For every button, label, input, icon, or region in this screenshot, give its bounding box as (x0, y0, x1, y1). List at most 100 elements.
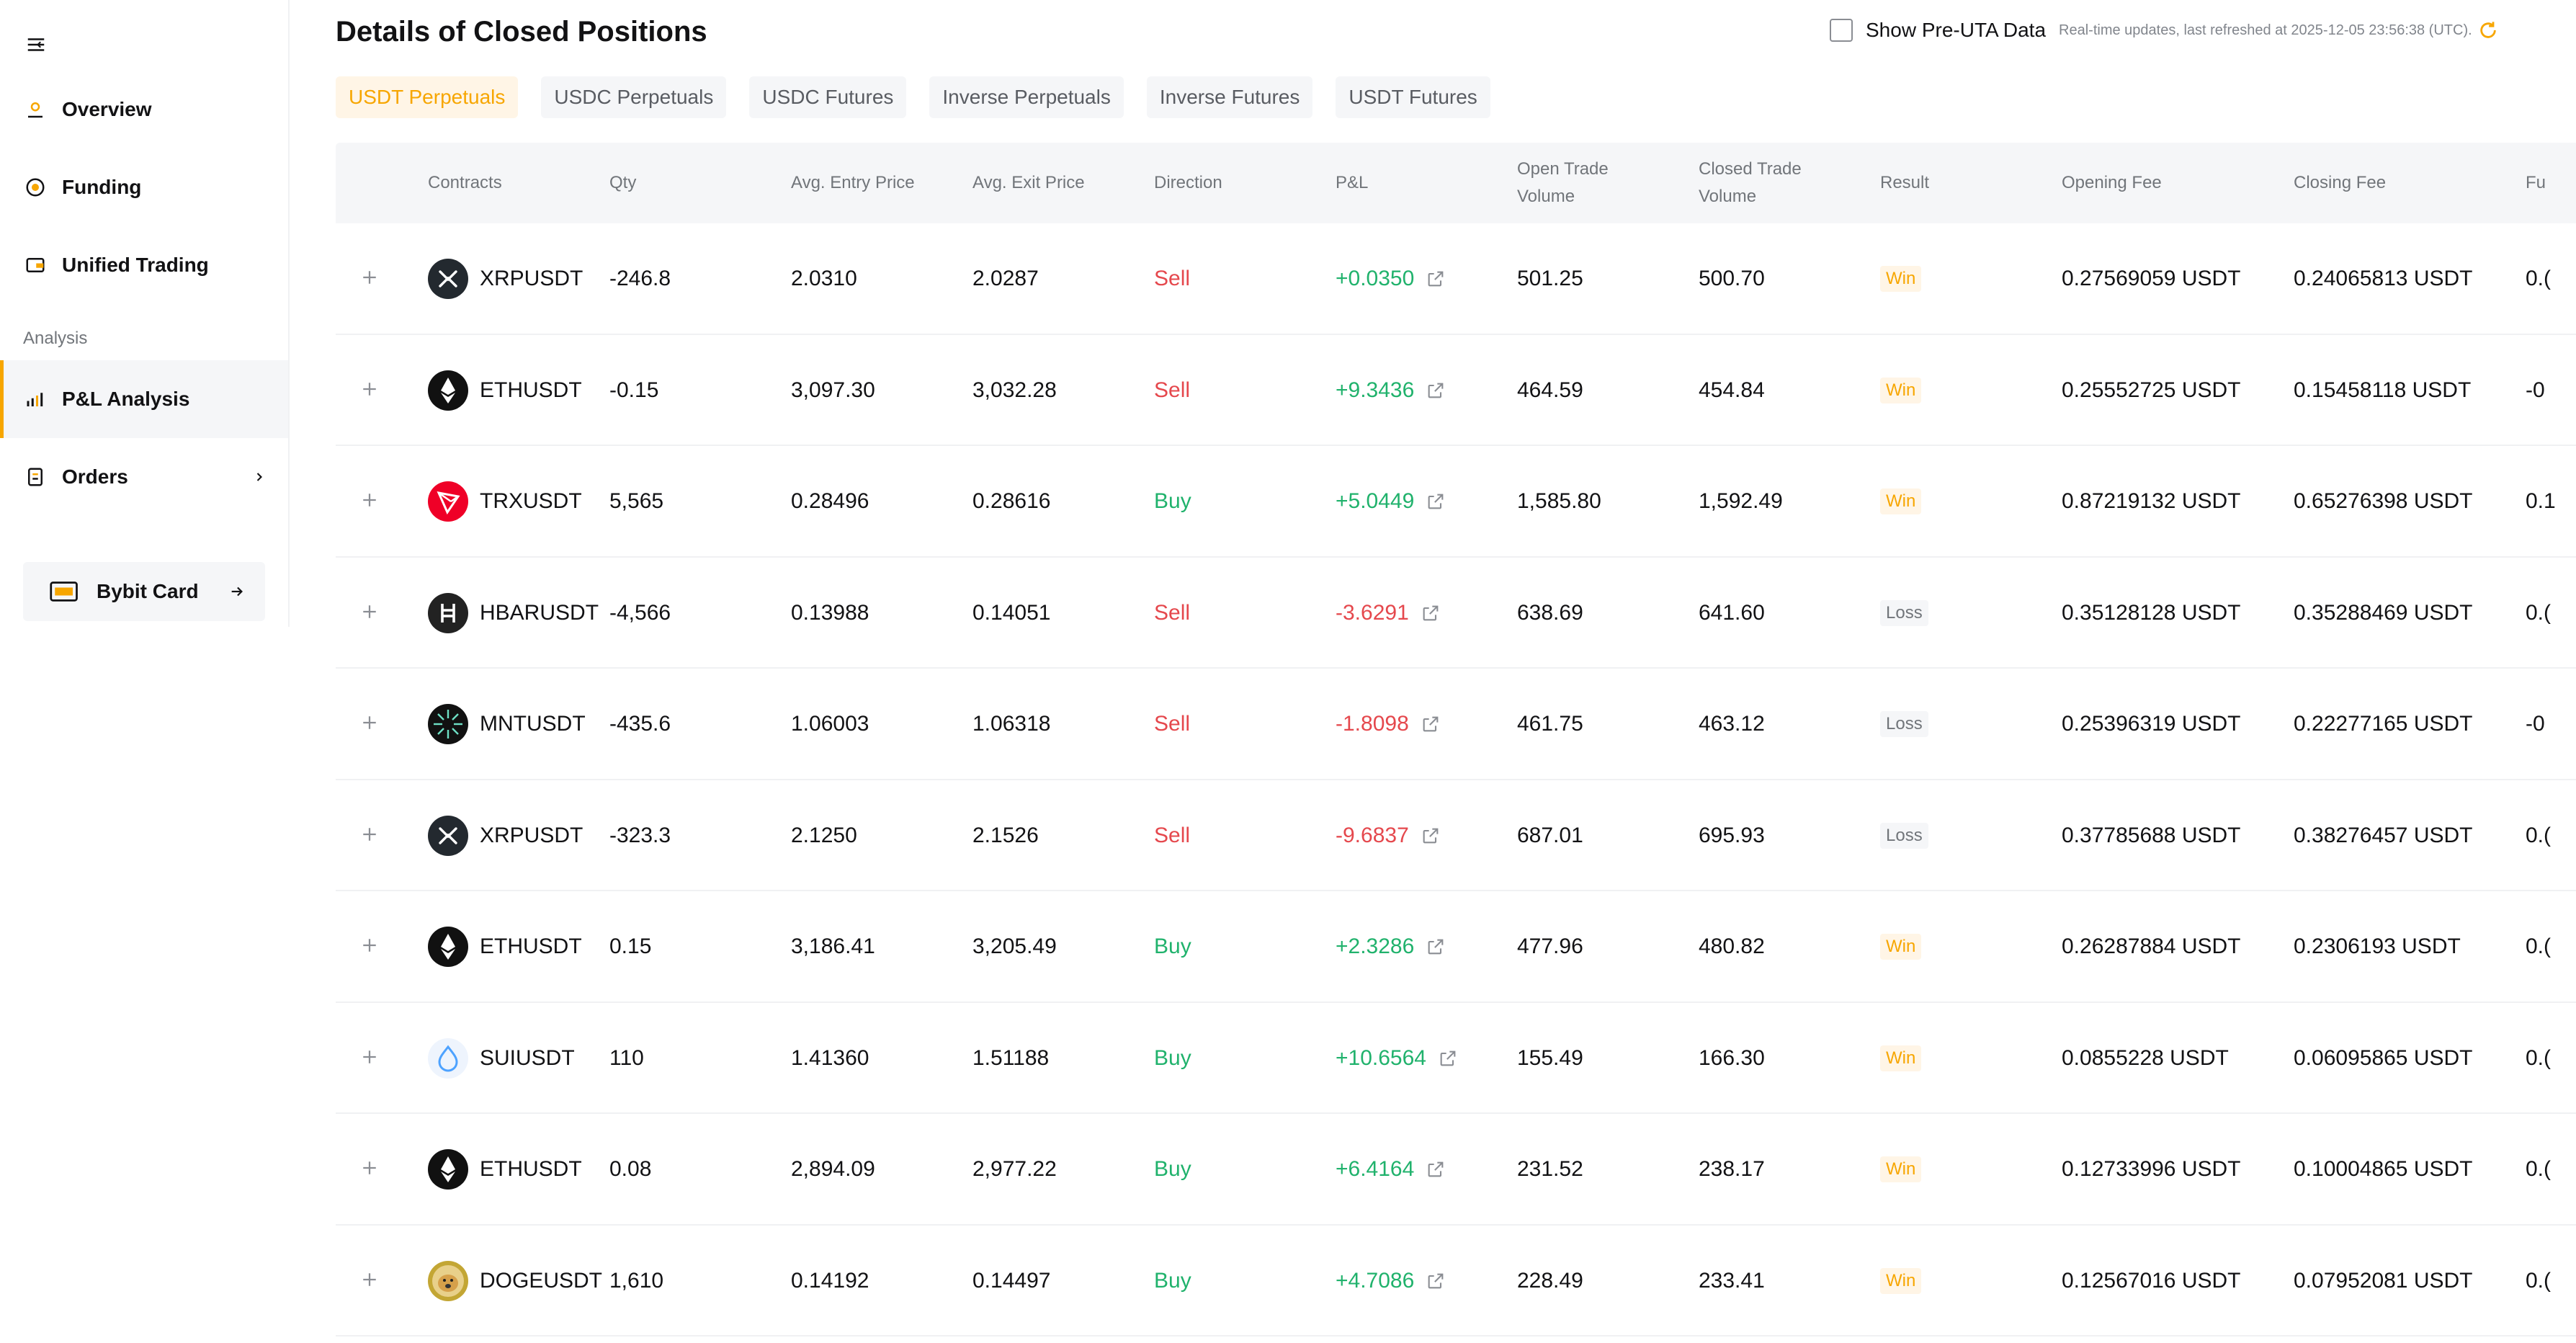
cell-pnl: -3.6291 (1336, 558, 1441, 669)
table-row[interactable]: ETHUSDT 0.08 2,894.09 2,977.22 Buy +6.4164 231… (336, 1114, 2576, 1226)
expand-row-icon[interactable] (359, 934, 380, 956)
tab-inverse-perpetuals[interactable]: Inverse Perpetuals (929, 76, 1124, 118)
tab-inverse-futures[interactable]: Inverse Futures (1146, 76, 1313, 118)
sidebar-item-overview[interactable]: Overview (0, 71, 288, 148)
cell-open-volume: 477.96 (1517, 934, 1583, 958)
sidebar-item-orders[interactable]: Orders (0, 438, 288, 516)
share-external-icon[interactable] (1438, 1048, 1458, 1068)
cell-entry-price: 2.1250 (791, 823, 857, 847)
cell-direction: Buy (1154, 1268, 1191, 1293)
cell-result: Win (1880, 1003, 1922, 1114)
share-external-icon[interactable] (1426, 380, 1446, 401)
cell-open-volume: 464.59 (1517, 378, 1583, 402)
cell-contract: XRPUSDT (428, 780, 583, 891)
share-external-icon[interactable] (1426, 491, 1446, 512)
cell-open-volume: 155.49 (1517, 1045, 1583, 1070)
col-header-qty: Qty (609, 173, 637, 192)
sidebar-item-unified-trading[interactable]: Unified Trading (0, 226, 288, 304)
expand-row-icon[interactable] (359, 1269, 380, 1290)
trx-coin-icon (428, 481, 468, 522)
cell-direction: Buy (1154, 1157, 1191, 1181)
cell-closed-volume: 480.82 (1699, 934, 1765, 958)
chart-bars-icon (24, 388, 46, 410)
cell-contract: ETHUSDT (428, 1114, 582, 1225)
table-row[interactable]: SUIUSDT 110 1.41360 1.51188 Buy +10.6564 155.4… (336, 1003, 2576, 1114)
result-badge: Loss (1880, 599, 1928, 626)
share-external-icon[interactable] (1426, 1271, 1446, 1291)
expand-row-icon[interactable] (359, 1157, 380, 1179)
table-row[interactable]: XRPUSDT -246.8 2.0310 2.0287 Sell +0.0350 501.… (336, 223, 2576, 335)
share-external-icon[interactable] (1421, 714, 1441, 734)
table-row[interactable]: ETHUSDT -0.15 3,097.30 3,032.28 Sell +9.3436 4… (336, 335, 2576, 446)
cell-qty: -323.3 (609, 823, 671, 847)
cell-funding: 0.1 (2526, 489, 2556, 513)
share-external-icon[interactable] (1421, 826, 1441, 846)
bybit-card-button[interactable]: Bybit Card (23, 562, 265, 621)
expand-row-icon[interactable] (359, 601, 380, 623)
cell-closed-volume: 233.41 (1699, 1268, 1765, 1293)
pnl-value: +2.3286 (1336, 934, 1415, 958)
pre-uta-checkbox[interactable] (1830, 19, 1853, 42)
tab-usdc-futures[interactable]: USDC Futures (749, 76, 907, 118)
sidebar-item-pnl-analysis[interactable]: P&L Analysis (0, 360, 288, 438)
expand-row-icon[interactable] (359, 712, 380, 733)
cell-pnl: +6.4164 (1336, 1114, 1446, 1225)
tab-usdc-perpetuals[interactable]: USDC Perpetuals (541, 76, 727, 118)
expand-row-icon[interactable] (359, 489, 380, 511)
pnl-value: +9.3436 (1336, 378, 1415, 402)
cell-closed-volume: 454.84 (1699, 378, 1765, 402)
pre-uta-label[interactable]: Show Pre-UTA Data (1866, 19, 2047, 41)
pnl-value: -3.6291 (1336, 600, 1409, 625)
expand-row-icon[interactable] (359, 267, 380, 288)
cell-closing-fee: 0.2306193 USDT (2294, 934, 2461, 958)
cell-closing-fee: 0.07952081 USDT (2294, 1268, 2473, 1293)
contract-symbol: HBARUSDT (480, 600, 599, 625)
table-row[interactable]: MNTUSDT -435.6 1.06003 1.06318 Sell -1.8098 46… (336, 669, 2576, 780)
result-badge: Win (1880, 934, 1922, 960)
pnl-value: +10.6564 (1336, 1045, 1426, 1070)
cell-funding: 0.( (2526, 934, 2552, 958)
cell-result: Loss (1880, 780, 1928, 891)
cell-closing-fee: 0.22277165 USDT (2294, 712, 2473, 736)
expand-row-icon[interactable] (359, 1046, 380, 1068)
sidebar-item-funding[interactable]: Funding (0, 148, 288, 226)
sui-coin-icon (428, 1038, 468, 1079)
result-badge: Win (1880, 377, 1922, 403)
share-external-icon[interactable] (1426, 269, 1446, 289)
table-row[interactable]: XRPUSDT -323.3 2.1250 2.1526 Sell -9.6837 687.… (336, 780, 2576, 891)
tab-usdt-futures[interactable]: USDT Futures (1336, 76, 1490, 118)
cell-exit-price: 3,032.28 (972, 378, 1057, 402)
expand-row-icon[interactable] (359, 378, 380, 400)
pnl-value: -1.8098 (1336, 712, 1409, 736)
table-row[interactable]: ETHUSDT 0.15 3,186.41 3,205.49 Buy +2.3286 477… (336, 891, 2576, 1003)
cell-entry-price: 1.06003 (791, 712, 869, 736)
refresh-icon[interactable] (2478, 20, 2498, 40)
share-external-icon[interactable] (1426, 1159, 1446, 1179)
cell-closing-fee: 0.35288469 USDT (2294, 600, 2473, 625)
cell-qty: -4,566 (609, 600, 671, 625)
cell-pnl: +10.6564 (1336, 1003, 1458, 1114)
tab-usdt-perpetuals[interactable]: USDT Perpetuals (336, 76, 519, 118)
cell-closing-fee: 0.10004865 USDT (2294, 1157, 2473, 1181)
cell-direction: Buy (1154, 489, 1191, 513)
col-header-closed-volume: Closed Trade Volume (1699, 159, 1802, 206)
share-external-icon[interactable] (1421, 603, 1441, 623)
cell-contract: HBARUSDT (428, 558, 599, 669)
menu-toggle-icon[interactable] (24, 33, 48, 56)
cell-funding: 0.( (2526, 823, 2552, 847)
eth-coin-icon (428, 1149, 468, 1190)
contract-symbol: TRXUSDT (480, 489, 582, 513)
expand-row-icon[interactable] (359, 824, 380, 845)
sidebar: Overview Funding Unified Trading Analysi… (0, 0, 290, 627)
cell-closed-volume: 641.60 (1699, 600, 1765, 625)
table-row[interactable]: DOGEUSDT 1,610 0.14192 0.14497 Buy +4.7086 228… (336, 1226, 2576, 1337)
cell-funding: -0 (2526, 378, 2545, 402)
sidebar-item-label: Unified Trading (62, 254, 209, 276)
cell-funding: 0.( (2526, 267, 2552, 290)
cell-result: Loss (1880, 669, 1928, 780)
table-row[interactable]: HBARUSDT -4,566 0.13988 0.14051 Sell -3.6291 6… (336, 558, 2576, 669)
table-body: XRPUSDT -246.8 2.0310 2.0287 Sell +0.0350 501.… (336, 223, 2576, 1337)
cell-direction: Sell (1154, 378, 1191, 402)
table-row[interactable]: TRXUSDT 5,565 0.28496 0.28616 Buy +5.0449 1,58… (336, 446, 2576, 558)
share-external-icon[interactable] (1426, 937, 1446, 957)
